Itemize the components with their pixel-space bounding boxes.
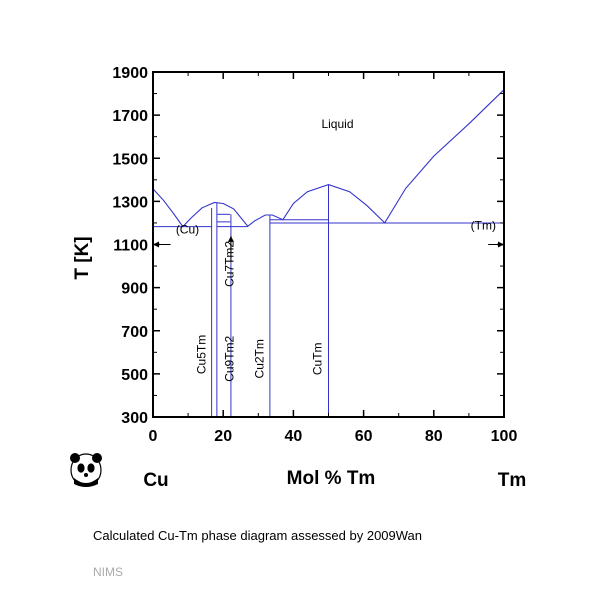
panda-icon: [70, 453, 102, 487]
x-right-element-label: Tm: [498, 470, 527, 491]
x-left-element-label: Cu: [143, 470, 168, 491]
liquidus-curve: [152, 89, 505, 228]
y-tick-label: 700: [121, 324, 148, 341]
y-tick-label: 300: [121, 410, 148, 427]
phase-diagram-chart: 300 500 700 900 1100 1300 1500 1700 1900 0 20 40 60 8…: [70, 65, 527, 491]
x-tick-label: 60: [355, 428, 373, 445]
y-tick-label: 1500: [112, 151, 148, 168]
arrow-head: [227, 235, 234, 242]
arrow-head: [153, 241, 159, 248]
x-tick-label: 40: [285, 428, 303, 445]
phase-label: Cu7Tm2: [223, 241, 237, 287]
x-axis-label: Mol % Tm: [287, 468, 376, 489]
phase-label: Liquid: [321, 117, 353, 131]
y-tick-label: 1100: [113, 238, 148, 255]
y-tick-label: 1300: [112, 194, 148, 211]
y-tick-label: 1900: [112, 65, 148, 82]
y-tick-label: 500: [121, 367, 148, 384]
arrow-head: [498, 241, 504, 248]
y-axis-label: T [K]: [72, 236, 93, 279]
x-tick-label: 100: [491, 428, 518, 445]
phase-label: Cu5Tm: [195, 335, 209, 374]
phase-label: CuTm: [310, 342, 324, 375]
x-tick-label: 0: [149, 428, 158, 445]
figure-caption: Calculated Cu-Tm phase diagram assessed …: [93, 528, 423, 543]
x-tick-label: 80: [425, 428, 443, 445]
footer-source: NIMS: [93, 565, 123, 579]
phase-label: Cu2Tm: [253, 339, 267, 378]
phase-labels: Liquid (Cu) (Tm) Cu5Tm Cu9Tm2 Cu7Tm2 Cu2Tm CuTm: [153, 117, 504, 382]
x-tick-label: 20: [214, 428, 232, 445]
phase-label: (Cu): [176, 223, 199, 237]
y-tick-label: 900: [121, 281, 148, 298]
phase-label: Cu9Tm2: [223, 335, 237, 381]
y-tick-label: 1700: [112, 108, 148, 125]
phase-label: (Tm): [471, 218, 496, 232]
axis-ticks: 300 500 700 900 1100 1300 1500 1700 1900 0 20 40 60 8…: [112, 65, 517, 445]
